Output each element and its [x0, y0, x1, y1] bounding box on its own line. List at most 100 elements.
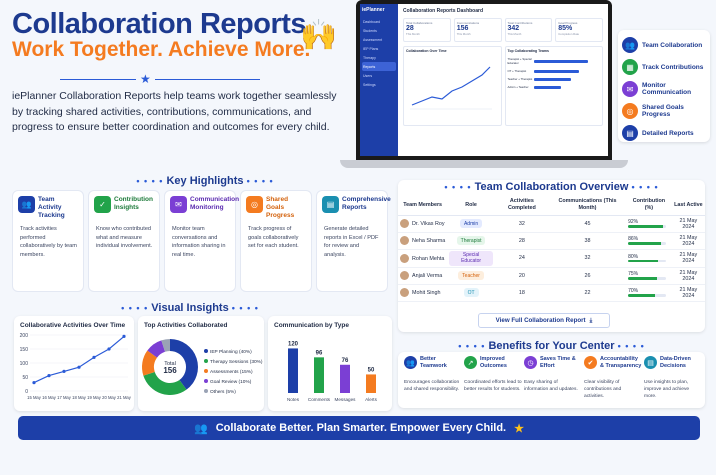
- laptop-mockup: iePlanner Dashboard Students Assessment IEP…: [356, 0, 612, 160]
- contribution-cell: 86%: [626, 232, 672, 250]
- laptop-nav-item[interactable]: Therapy: [363, 55, 376, 60]
- laptop-nav-item[interactable]: Reports: [362, 62, 396, 71]
- laptop-nav-item[interactable]: Dashboard: [363, 19, 381, 24]
- contribution-bar-fill: [628, 294, 655, 297]
- dots-decoration: • • • •: [231, 303, 259, 313]
- table-row: Neha Sharma Therapist 28 38 86% 21 May 2024: [398, 232, 705, 250]
- highlights-title-row: • • • • Key Highlights • • • •: [130, 175, 280, 187]
- view-full-report-button[interactable]: View Full Collaboration Report ⤓: [478, 313, 610, 328]
- chat-icon: ✉: [622, 81, 638, 97]
- stat-value: 342: [507, 25, 520, 32]
- highlight-desc: Monitor team conversations and informati…: [172, 226, 226, 258]
- laptop-nav-item[interactable]: Assessment: [363, 37, 383, 42]
- bar-chart-title: Communication by Type: [274, 322, 349, 329]
- y-tick-label: 200: [20, 333, 29, 339]
- data-point: [32, 381, 36, 385]
- legend-swatch: [204, 369, 208, 373]
- x-tick-label: 19 May: [87, 395, 102, 400]
- communications-cell: 26: [548, 267, 627, 285]
- member-name: Mohit Singh: [412, 289, 441, 296]
- highlight-desc: Track progress of goals collaboratively …: [248, 226, 299, 249]
- highlights-list: 👥 Team Activity Tracking Track activities …: [12, 190, 392, 292]
- highlight-desc: Know who contributed what and measure in…: [96, 226, 153, 249]
- stat-sub: Completion Rate: [558, 32, 580, 36]
- highlight-head: ▤ Comprehensive Reports: [322, 196, 391, 222]
- team-name: Teacher + Therapist: [507, 77, 533, 81]
- laptop-nav-item[interactable]: Students: [363, 28, 377, 33]
- bar: [340, 364, 350, 393]
- team-icon: 👥: [194, 422, 208, 435]
- activities-cell: 18: [494, 284, 549, 302]
- x-tick-label: 15 May: [27, 395, 42, 400]
- team-bar: [533, 69, 579, 73]
- feature-nav-item[interactable]: ▦ Track Contributions: [622, 56, 706, 78]
- visual-insights-title: Visual Insights: [151, 302, 229, 314]
- team-icon: 👥: [18, 196, 35, 213]
- pie-slice: [161, 339, 170, 352]
- legend-label: Goal Review (10%): [210, 379, 252, 385]
- clipboard-icon: ✓: [94, 196, 111, 213]
- benefits-title-row: • • • • Benefits for Your Center • • • •: [398, 340, 705, 352]
- raised-hands-icon: 🙌: [300, 19, 338, 52]
- benefits-title: Benefits for Your Center: [488, 340, 615, 352]
- pie-slice: [143, 371, 187, 395]
- legend-label: Assessments (15%): [210, 369, 253, 375]
- member-cell: Dr. Vikas Roy: [398, 215, 448, 233]
- highlight-card: 👥 Team Activity Tracking Track activities …: [12, 190, 84, 292]
- benefit-desc: Use insights to plan, improve and achiev…: [644, 380, 690, 399]
- benefit-card: ✔ Accountability & Transparency Clear visi…: [584, 356, 642, 412]
- target-icon: ◎: [622, 103, 638, 119]
- laptop-nav-item[interactable]: Users: [363, 73, 373, 78]
- overview-title-row: • • • • Team Collaboration Overview • • …: [398, 181, 705, 193]
- bar-chart-card: Communication by Type 120 Notes 96 Comments…: [268, 316, 392, 411]
- stat-value: 156: [456, 25, 469, 32]
- avatar: [400, 219, 409, 228]
- report-icon: ▤: [644, 356, 657, 369]
- dots-decoration: • • • •: [458, 341, 486, 351]
- laptop-nav-item[interactable]: Settings: [363, 82, 376, 87]
- visual-insights-title-row: • • • • Visual Insights • • • •: [110, 302, 270, 314]
- team-bar-row: Admin + Teacher: [508, 85, 601, 89]
- team-name: Therapist + Special Educator: [507, 57, 532, 65]
- hero-title: Collaboration Reports: [12, 8, 307, 40]
- overview-table: Team Members Role Activities Completed Comm…: [398, 195, 705, 302]
- laptop-line-chart: [410, 66, 492, 110]
- footer-banner: 👥 Collaborate Better. Plan Smarter. Empo…: [18, 416, 700, 440]
- contribution-bar: [628, 259, 667, 263]
- pie-chart: IEP Planning (40%) Therapy Sessions (30%)…: [142, 339, 263, 395]
- table-header: Contribution (%): [626, 195, 672, 216]
- laptop-box-title: Collaboration Over Time: [406, 49, 447, 53]
- highlight-desc: Track activities performed collaborative…: [20, 226, 77, 258]
- communications-cell: 32: [548, 249, 627, 268]
- star-icon: ★: [514, 422, 524, 435]
- role-badge: OT: [463, 288, 479, 297]
- contribution-bar: [628, 294, 667, 297]
- feature-nav-item[interactable]: 👥 Team Collaboration: [622, 34, 706, 56]
- highlights-title: Key Highlights: [166, 175, 244, 187]
- highlight-card: ✉ Communication Monitoring Monitor team co…: [164, 190, 239, 292]
- highlight-card: ▤ Comprehensive Reports Generate detailed …: [316, 190, 391, 292]
- member-cell: Mohit Singh: [398, 284, 448, 302]
- x-tick-label: 20 May: [102, 395, 117, 400]
- pie-slice: [142, 350, 158, 376]
- feature-nav-item[interactable]: ✉ Monitor Communication: [622, 78, 706, 100]
- feature-nav-item[interactable]: ◎ Shared Goals Progress: [622, 100, 706, 122]
- bar: [288, 348, 298, 393]
- benefit-name: Accountability & Transparency: [600, 356, 642, 369]
- member-name: Anjali Verma: [412, 272, 443, 279]
- dots-decoration: • • • •: [631, 182, 659, 192]
- highlight-name: Team Activity Tracking: [38, 196, 65, 219]
- dots-decoration: • • • •: [617, 341, 645, 351]
- role-badge: Therapist: [456, 236, 486, 245]
- benefit-desc: Coordinated efforts lead to better resul…: [464, 380, 522, 392]
- activities-cell: 20: [494, 267, 549, 285]
- benefits-panel: • • • • Benefits for Your Center • • • •…: [398, 340, 705, 408]
- feature-nav-item[interactable]: ▤ Detailed Reports: [622, 122, 706, 144]
- benefit-name: Improved Outcomes: [480, 356, 507, 369]
- team-bar-row: Teacher + Therapist: [508, 77, 601, 81]
- download-icon: ⤓: [589, 316, 593, 324]
- highlight-head: ✉ Communication Monitoring: [170, 196, 239, 222]
- contribution-percent: 80%: [628, 253, 639, 260]
- contribution-cell: 70%: [626, 284, 672, 302]
- laptop-nav-item[interactable]: IEP Plans: [363, 46, 379, 51]
